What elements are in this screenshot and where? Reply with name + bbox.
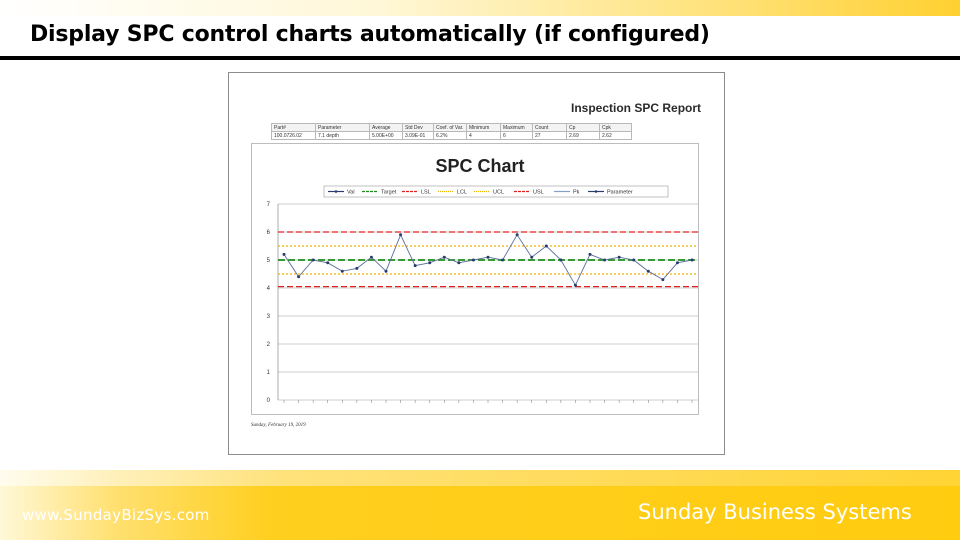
report-frame: Inspection SPC Report Part# Parameter Av… — [228, 72, 725, 455]
table-cell: 4 — [466, 131, 501, 140]
data-point — [442, 255, 446, 259]
y-tick-label: 5 — [267, 258, 271, 264]
col-header: Average — [369, 123, 403, 132]
data-point — [326, 261, 330, 265]
table-cell: 7.1 depth — [315, 131, 370, 140]
data-point — [690, 258, 694, 262]
legend-label: UCL — [493, 190, 504, 196]
col-header: Coef. of Var. — [433, 123, 467, 132]
data-point — [646, 269, 650, 273]
data-point — [384, 269, 388, 273]
legend-marker — [594, 190, 598, 193]
data-point — [486, 255, 490, 259]
col-header: Minimum — [466, 123, 501, 132]
footer-url[interactable]: www.SundayBizSys.com — [22, 506, 210, 524]
data-point — [530, 255, 534, 259]
bottom-decor-band — [0, 470, 960, 540]
y-tick-label: 2 — [267, 342, 271, 348]
legend-label: Val — [347, 190, 355, 196]
report-date: Sunday, February 19, 2019 — [251, 423, 306, 428]
spc-chart-svg: SPC Chart Val Target LSL LCL UCL USL Pk Paramet… — [267, 156, 698, 404]
legend-label: LCL — [457, 190, 467, 196]
data-point — [428, 261, 432, 265]
legend-label: Target — [381, 190, 397, 196]
col-header: Part# — [271, 123, 316, 132]
col-header: Cpk — [599, 123, 632, 132]
table-cell: 2.62 — [599, 131, 632, 140]
y-tick-label: 7 — [267, 202, 271, 208]
chart-legend-box — [323, 185, 669, 198]
chart-legend: Val Target LSL LCL UCL USL Pk Parameter — [328, 190, 633, 196]
table-cell: 3.09E-01 — [402, 131, 434, 140]
table-cell: 6.2% — [433, 131, 467, 140]
col-header: Count — [532, 123, 567, 132]
col-header: Maximum — [500, 123, 533, 132]
col-header: Std Dev — [402, 123, 434, 132]
data-point — [559, 258, 563, 262]
data-point — [501, 258, 505, 262]
data-point — [355, 266, 359, 270]
data-point — [399, 233, 403, 237]
data-point — [675, 261, 679, 265]
table-cell: 5.00E+00 — [369, 131, 403, 140]
data-point — [661, 278, 665, 282]
chart-series — [282, 233, 694, 287]
report-title: Inspection SPC Report — [571, 101, 702, 115]
legend-label: Parameter — [607, 190, 633, 196]
data-point — [457, 261, 461, 265]
table-cell: 2.69 — [566, 131, 600, 140]
data-point — [588, 252, 592, 256]
data-point — [282, 252, 286, 256]
y-tick-label: 3 — [267, 314, 271, 320]
data-point — [340, 269, 344, 273]
data-point — [297, 275, 301, 279]
data-point — [311, 258, 315, 262]
data-point — [573, 283, 577, 287]
col-header: Cp — [566, 123, 600, 132]
legend-label: Pk — [573, 190, 580, 196]
y-tick-label: 0 — [267, 398, 271, 404]
data-point — [544, 244, 548, 248]
legend-marker — [334, 190, 338, 193]
spc-chart-container: SPC Chart Val Target LSL LCL UCL USL Pk Paramet… — [251, 143, 699, 415]
footer-brand: Sunday Business Systems — [638, 500, 912, 524]
data-point — [413, 264, 417, 268]
data-point — [632, 258, 636, 262]
col-header: Parameter — [315, 123, 370, 132]
stats-table: Part# Parameter Average Std Dev Coef. of… — [271, 123, 632, 140]
chart-reference-lines — [278, 231, 698, 288]
data-point — [617, 255, 621, 259]
table-cell: 6 — [500, 131, 533, 140]
top-decor-band — [0, 0, 960, 16]
y-tick-label: 1 — [267, 370, 271, 376]
table-row: 100.0726.02 7.1 depth 5.00E+00 3.09E-01 … — [271, 131, 632, 140]
y-tick-label: 6 — [267, 230, 271, 236]
legend-label: USL — [533, 190, 544, 196]
slide-title: Display SPC control charts automatically… — [30, 22, 710, 47]
table-cell: 27 — [532, 131, 567, 140]
data-point — [603, 258, 607, 262]
chart-title: SPC Chart — [435, 156, 524, 176]
stats-header-row: Part# Parameter Average Std Dev Coef. of… — [271, 123, 632, 132]
data-point — [515, 233, 519, 237]
table-cell: 100.0726.02 — [271, 131, 316, 140]
legend-label: LSL — [421, 190, 431, 196]
y-tick-label: 4 — [267, 286, 271, 292]
title-underline — [0, 56, 960, 60]
data-point — [471, 258, 475, 262]
data-point — [369, 255, 373, 259]
